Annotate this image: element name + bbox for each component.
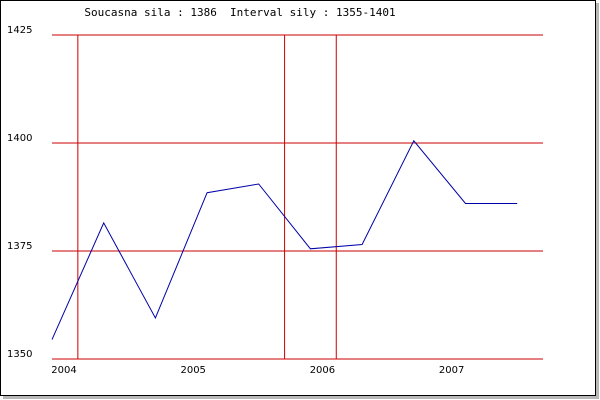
series-line (51, 139, 518, 340)
x-tick-label: 2006 (310, 365, 335, 376)
y-tick-label: 1400 (7, 133, 32, 144)
y-tick-label: 1425 (7, 25, 32, 36)
chart-title: Soucasna sila : 1386 Interval sily : 135… (84, 6, 396, 19)
y-tick-label: 1375 (7, 241, 32, 252)
x-tick-label: 2005 (180, 365, 205, 376)
x-tick-label: 2007 (439, 365, 464, 376)
x-tick-label: 2004 (51, 365, 76, 376)
y-tick-label: 1350 (7, 349, 32, 360)
grid-layer (52, 34, 543, 360)
tick-labels: 1350 1375 1400 1425 2004 2005 2006 2007 (7, 25, 464, 376)
series-layer (51, 139, 518, 340)
